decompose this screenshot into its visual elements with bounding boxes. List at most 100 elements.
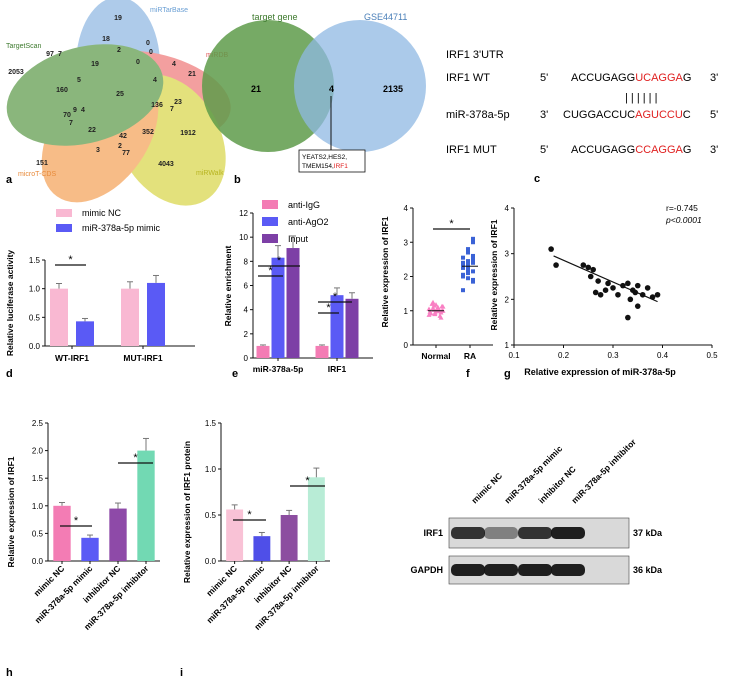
venn5-count: 7 bbox=[170, 106, 174, 113]
seq-row-name: IRF1 WT bbox=[446, 72, 490, 84]
blot-band bbox=[551, 564, 585, 576]
data-point-ra bbox=[466, 247, 470, 252]
seq-row-mut: IRF1 MUT 5' ACCUGAGGCCAGGAG 3' bbox=[446, 144, 718, 156]
panel-label-b: b bbox=[234, 174, 241, 186]
venn5-count: 3 bbox=[96, 147, 100, 154]
data-point-ra bbox=[471, 279, 475, 284]
bar bbox=[147, 282, 165, 346]
data-point-ra bbox=[471, 240, 475, 245]
x-tick-label: 0.5 bbox=[706, 351, 718, 360]
seq-row-prime3: 3' bbox=[710, 144, 718, 156]
venn5-count: 0 bbox=[136, 59, 140, 66]
data-point-ra bbox=[466, 276, 470, 281]
panel-label-e: e bbox=[232, 368, 238, 380]
venn2-both: 4 bbox=[329, 84, 334, 94]
venn5-count: 19 bbox=[91, 61, 99, 68]
x-tick-label: IRF1 bbox=[328, 364, 347, 374]
panel-label-a: a bbox=[6, 174, 13, 186]
y-tick-label: 1.0 bbox=[205, 465, 217, 474]
venn5-count: 4043 bbox=[158, 161, 174, 168]
y-tick-label: 0 bbox=[404, 341, 409, 350]
venn5-count: 4 bbox=[153, 77, 157, 84]
venn2-left-only: 21 bbox=[251, 84, 261, 94]
venn5-count: 160 bbox=[56, 87, 68, 94]
data-point bbox=[627, 296, 634, 303]
significance-star: * bbox=[268, 265, 273, 277]
chart-e-enrichment: 0 2 4 6 8 10 12 Relative enrichment miR-378a-5p I… bbox=[223, 200, 373, 374]
blot-band bbox=[451, 564, 485, 576]
y-tick-label: 1.5 bbox=[32, 474, 44, 483]
data-point bbox=[597, 291, 604, 298]
blot-lane-label: miR-378a-5p inhibitor bbox=[569, 436, 638, 505]
venn5-counts: 19 21 4043 151 2053 18 2 0 0 97 7 19 4 0… bbox=[8, 15, 196, 168]
legend-swatch bbox=[56, 224, 72, 232]
blot-band bbox=[551, 527, 585, 539]
venn5-label-mirtarbase: miRTarBase bbox=[150, 7, 188, 14]
data-point bbox=[605, 280, 611, 287]
data-point-ra bbox=[471, 236, 475, 241]
bar bbox=[253, 536, 271, 561]
seq-row-sequence: ACCUGAGGCCAGGAG bbox=[571, 144, 691, 156]
venn5-count: 5 bbox=[77, 77, 81, 84]
data-point-ra bbox=[461, 265, 465, 270]
venn5-count: 70 bbox=[63, 112, 71, 119]
bar bbox=[307, 477, 325, 561]
bar bbox=[226, 509, 244, 561]
data-point-ra bbox=[471, 269, 475, 274]
blot-kda-label: 37 kDa bbox=[633, 528, 663, 538]
data-point bbox=[615, 291, 621, 298]
y-tick-label: 6 bbox=[244, 282, 249, 291]
data-point-ra bbox=[461, 260, 465, 265]
panel-label-f: f bbox=[466, 368, 470, 380]
data-point-ra bbox=[471, 260, 475, 265]
y-tick-label: 4 bbox=[505, 204, 510, 213]
bar bbox=[81, 537, 99, 561]
data-point bbox=[634, 282, 641, 289]
y-tick-label: 4 bbox=[244, 306, 249, 315]
venn5-label-mirwalk: miRWalk bbox=[196, 170, 224, 177]
legend-label: Input bbox=[288, 234, 309, 244]
venn2-circle-left bbox=[202, 20, 334, 152]
data-point-normal bbox=[434, 306, 440, 311]
seq-row-sequence: CUGGACCUCAGUCCUC bbox=[563, 109, 691, 121]
seq-row-prime5: 3' bbox=[540, 109, 548, 121]
panel-c-sequences: IRF1 3'UTR IRF1 WT 5' ACCUGAGGUCAGGAG 3'… bbox=[446, 49, 718, 185]
blot-band bbox=[451, 527, 485, 539]
seq-row-prime5: 5' bbox=[540, 72, 548, 84]
data-point-ra bbox=[466, 267, 470, 272]
legend-label: miR-378a-5p mimic bbox=[82, 223, 161, 233]
legend-label: anti-IgG bbox=[288, 200, 320, 210]
venn2-callout-box bbox=[298, 149, 366, 173]
panel-label-g: g bbox=[504, 368, 511, 380]
legend-label: anti-AgO2 bbox=[288, 217, 329, 227]
legend-swatch bbox=[262, 234, 278, 243]
chart-i-irf1-protein: 0.0 0.5 1.0 1.5 Relative expression of IRF1 … bbox=[182, 419, 330, 632]
panel-b-venn2: target gene GSE44711 21 4 2135 YEATS2,HE… bbox=[202, 12, 426, 186]
fit-line bbox=[553, 255, 658, 303]
data-point-ra bbox=[461, 274, 465, 279]
data-point-normal bbox=[427, 309, 433, 314]
venn5-count: 4 bbox=[81, 107, 85, 114]
y-tick-label: 0.0 bbox=[29, 342, 41, 351]
x-axis-label: Relative expression of miR-378a-5p bbox=[524, 367, 676, 377]
data-point-normal bbox=[433, 302, 439, 307]
y-tick-label: 2 bbox=[244, 330, 249, 339]
x-tick-label: 0.2 bbox=[558, 351, 570, 360]
y-tick-label: 8 bbox=[244, 257, 249, 266]
venn5-label-targetscan: TargetScan bbox=[6, 43, 42, 50]
data-point bbox=[634, 303, 641, 309]
significance-star: * bbox=[74, 515, 79, 527]
y-tick-label: 1.0 bbox=[29, 285, 41, 294]
y-tick-label: 0 bbox=[244, 354, 249, 363]
chart-h-irf1-mrna: 0.0 0.5 1.0 1.5 2.0 2.5 Relative expression of… bbox=[6, 419, 160, 632]
y-tick-label: 12 bbox=[239, 209, 248, 218]
data-point bbox=[592, 289, 599, 296]
x-tick-label: MUT-IRF1 bbox=[123, 353, 162, 363]
data-point bbox=[585, 264, 592, 271]
y-axis-label: Relative luciferase activity bbox=[5, 250, 15, 357]
chart-g-correlation: 1 2 3 4 0.1 0.2 0.3 0.4 0.5 Relative expression o… bbox=[489, 203, 718, 377]
x-tick-label: WT-IRF1 bbox=[55, 353, 89, 363]
seq-row-prime3: 5' bbox=[710, 109, 718, 121]
